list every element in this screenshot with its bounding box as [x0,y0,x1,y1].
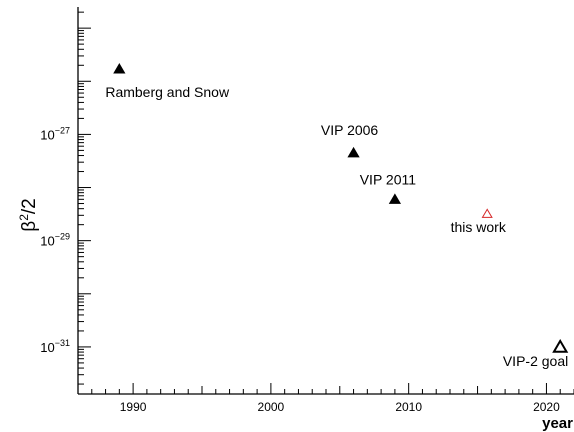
data-point-label: Ramberg and Snow [105,84,230,100]
axes [77,7,574,395]
point-labels: Ramberg and Snow VIP 2006 VIP 2011 this wor… [105,84,568,369]
y-tick-label: 10−27 [40,125,70,142]
y-tick-label: 10−29 [40,232,70,249]
ticks [77,11,574,394]
y-axis-label: β2/2 [17,198,40,231]
x-tick-label: 2010 [395,400,422,414]
data-point-marker [552,338,569,353]
data-point-label: VIP-2 goal [503,353,568,369]
x-tick-label: 2020 [533,400,560,414]
data-points [113,63,569,353]
data-point-marker [347,146,360,158]
data-point-label: this work [451,219,507,235]
data-point-marker [113,63,126,74]
tick-labels: 1990 2000 2010 2020 10−27 10−29 10−31 [40,125,560,414]
data-point-label: VIP 2006 [321,122,379,138]
data-point-marker [481,208,493,218]
data-point-label: VIP 2011 [360,171,417,187]
x-axis-label: year [542,415,573,432]
x-tick-label: 2000 [258,400,285,414]
y-tick-label: 10−31 [40,338,70,355]
x-tick-label: 1990 [120,400,147,414]
data-point-marker [388,193,402,204]
